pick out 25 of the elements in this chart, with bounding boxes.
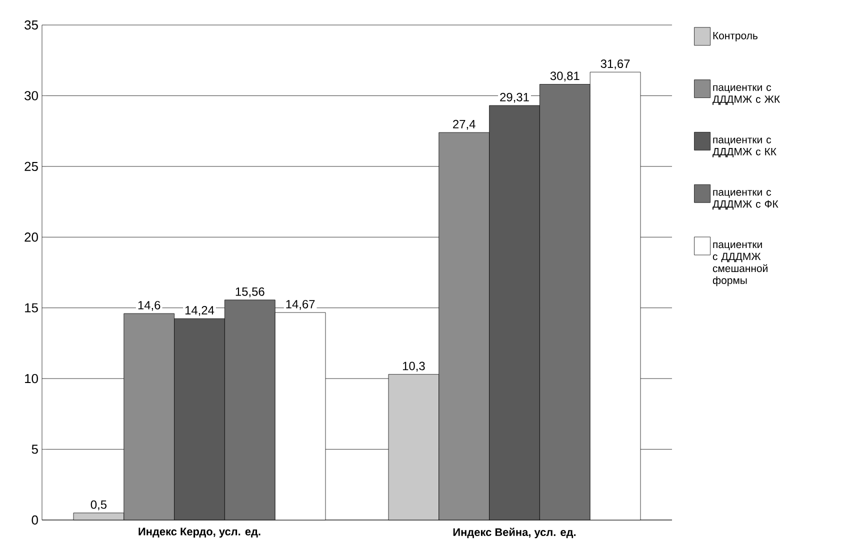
data-label: 14,24 <box>185 306 214 316</box>
legend-label: пациентки с ДДДМЖ смешанной формы <box>712 242 768 286</box>
legend-label: Контроль <box>713 32 758 42</box>
data-label: 0,5 <box>90 500 106 510</box>
data-label: 29,31 <box>500 92 529 103</box>
y-tick-label: 5 <box>32 444 38 454</box>
data-label: 14,67 <box>286 300 315 310</box>
y-tick-label: 10 <box>25 374 38 384</box>
data-label: 15,56 <box>236 287 264 298</box>
legend-label: пациентки с ДДДМЖ с ЖК <box>712 85 780 105</box>
y-tick-label: 15 <box>25 303 38 312</box>
y-tick-label: 0 <box>32 515 38 525</box>
legend-label: пациентки с ДДДМЖ с КК <box>712 138 776 158</box>
x-tick-label: Индекс Кердо, усл. ед. <box>138 528 260 538</box>
legend-label: пациентки с ДДДМЖ с ФК <box>712 190 778 210</box>
y-tick-label: 20 <box>24 232 38 242</box>
data-label: 31,67 <box>600 60 630 70</box>
y-tick-label: 35 <box>24 20 38 30</box>
data-label: 27,4 <box>453 120 476 130</box>
x-tick-label: Индекс Вейна, усл. ед. <box>453 528 576 538</box>
data-label: 10,3 <box>402 362 425 372</box>
data-label: 14,6 <box>138 300 160 311</box>
y-tick-label: 30 <box>24 91 38 100</box>
data-label: 30,81 <box>550 72 580 82</box>
y-tick-label: 25 <box>24 162 38 172</box>
